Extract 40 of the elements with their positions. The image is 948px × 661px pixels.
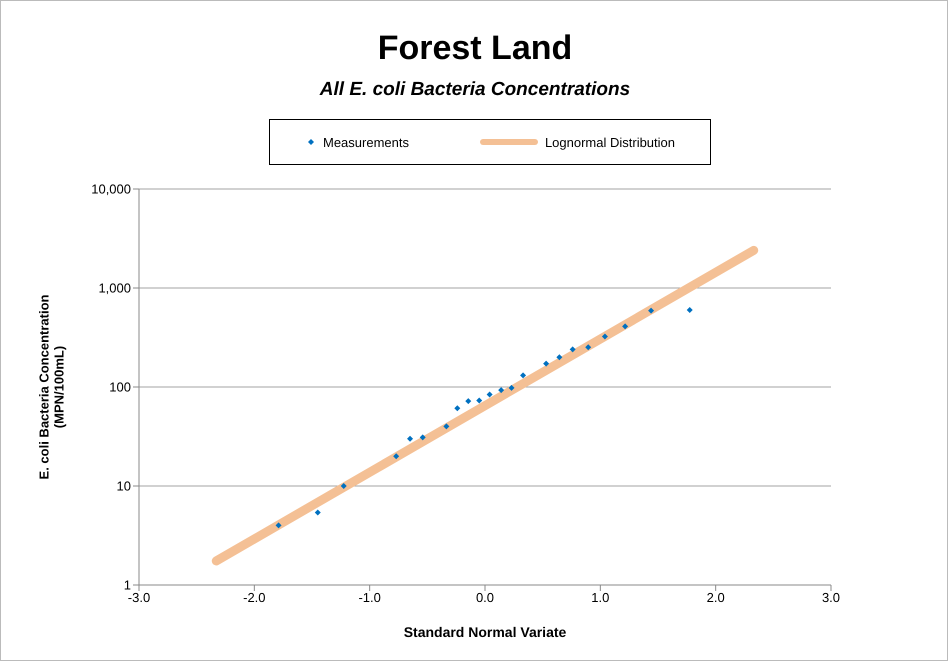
- point: [420, 434, 426, 440]
- y-tick-label: 1: [124, 578, 131, 593]
- point: [570, 346, 576, 352]
- point: [314, 509, 321, 516]
- chart-subtitle: All E. coli Bacteria Concentrations: [318, 79, 632, 101]
- legend-label: Lognormal Distribution: [544, 134, 676, 150]
- x-axis-title: Standard Normal Variate: [402, 624, 568, 640]
- x-tick-label: -2.0: [243, 590, 266, 606]
- point: [508, 384, 515, 391]
- point: [340, 483, 347, 489]
- x-tick-label: 1.0: [591, 590, 610, 606]
- x-tick-label: 2.0: [706, 590, 725, 606]
- point: [486, 391, 493, 398]
- point: [520, 372, 526, 378]
- point: [476, 398, 482, 404]
- point: [465, 398, 472, 404]
- x-tick-label: -3.0: [128, 590, 150, 606]
- point: [543, 360, 550, 367]
- point: [585, 344, 592, 350]
- point: [454, 405, 460, 412]
- x-tick-label: 0.0: [476, 590, 494, 606]
- point: [648, 308, 654, 314]
- legend-label: Measurements: [322, 134, 409, 150]
- y-tick-label: 1,000: [98, 280, 131, 296]
- chart-title: Forest Land: [376, 29, 574, 68]
- point: [686, 306, 693, 313]
- point: [622, 323, 628, 330]
- point: [393, 453, 400, 460]
- point: [407, 436, 414, 442]
- x-tick-label: 3.0: [822, 590, 840, 606]
- point: [498, 387, 504, 394]
- point: [443, 423, 450, 430]
- y-tick-label: 100: [109, 380, 131, 395]
- point: [276, 522, 282, 528]
- point: [556, 354, 562, 360]
- y-tick-label: 10: [116, 478, 131, 494]
- y-tick-label: 10,000: [91, 182, 131, 197]
- point: [602, 333, 608, 340]
- y-axis-title: E. coli Bacteria Concentration (MPN/100mL): [36, 294, 66, 480]
- x-tick-label: -1.0: [358, 590, 381, 606]
